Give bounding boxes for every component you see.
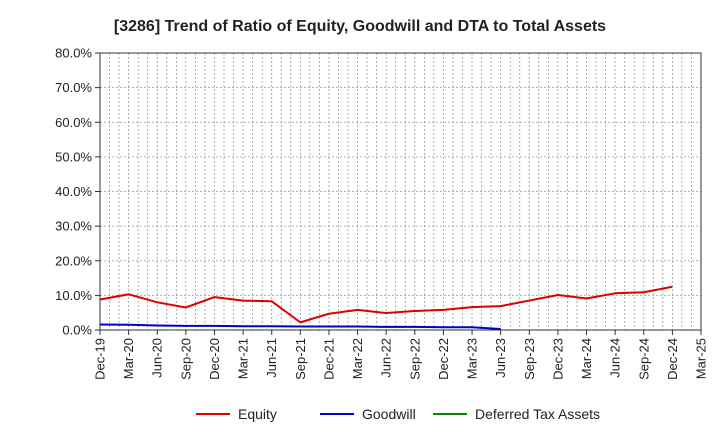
chart-title: [3286] Trend of Ratio of Equity, Goodwil… [114,18,606,35]
series-line-equity [99,285,673,324]
x-tick-label: Dec-24 [665,338,680,380]
y-tick-label: 40.0% [55,184,92,199]
x-tick-label: Mar-25 [694,338,709,379]
x-tick-label: Mar-23 [465,338,480,379]
series-line-goodwill [99,323,501,330]
x-tick-label: Sep-21 [293,338,308,380]
y-axis: 0.0% 10.0% 20.0% 30.0% 40.0% 50.0% 60.0% 70.0% 8… [55,46,100,338]
x-tick-label: Sep-24 [636,338,651,380]
legend-item-goodwill: Goodwill [320,406,416,422]
y-tick-label: 80.0% [55,46,92,61]
x-tick-label: Dec-22 [436,338,451,380]
legend-item-equity: Equity [196,406,277,422]
legend-label: Goodwill [362,406,416,422]
legend-label: Equity [238,406,277,422]
y-tick-label: 10.0% [55,288,92,303]
x-axis: Dec-19 Mar-20 Jun-20 Sep-20 Dec-20 Mar-21 Jun-… [93,330,709,380]
x-tick-label: Mar-24 [579,338,594,379]
x-tick-label: Jun-22 [379,338,394,378]
x-tick-label: Jun-24 [608,338,623,378]
y-tick-label: 0.0% [62,323,92,338]
legend-item-deferred-tax-assets: Deferred Tax Assets [433,406,600,422]
legend: Equity Goodwill Deferred Tax Assets [196,406,600,422]
y-tick-label: 60.0% [55,115,92,130]
x-tick-label: Mar-22 [350,338,365,379]
x-tick-label: Jun-21 [264,338,279,378]
x-tick-label: Mar-20 [121,338,136,379]
grid [99,52,702,331]
x-tick-label: Mar-21 [236,338,251,379]
x-tick-label: Sep-23 [522,338,537,380]
y-tick-label: 20.0% [55,253,92,268]
y-tick-label: 30.0% [55,219,92,234]
x-tick-label: Dec-21 [321,338,336,380]
x-tick-label: Jun-20 [150,338,165,378]
x-tick-label: Dec-23 [550,338,565,380]
y-tick-label: 50.0% [55,149,92,164]
series-group [99,285,673,330]
x-tick-label: Jun-23 [493,338,508,378]
x-tick-label: Dec-20 [207,338,222,380]
x-tick-label: Dec-19 [93,338,108,380]
y-tick-label: 70.0% [55,80,92,95]
x-tick-label: Sep-22 [407,338,422,380]
x-tick-label: Sep-20 [178,338,193,380]
legend-label: Deferred Tax Assets [475,406,600,422]
